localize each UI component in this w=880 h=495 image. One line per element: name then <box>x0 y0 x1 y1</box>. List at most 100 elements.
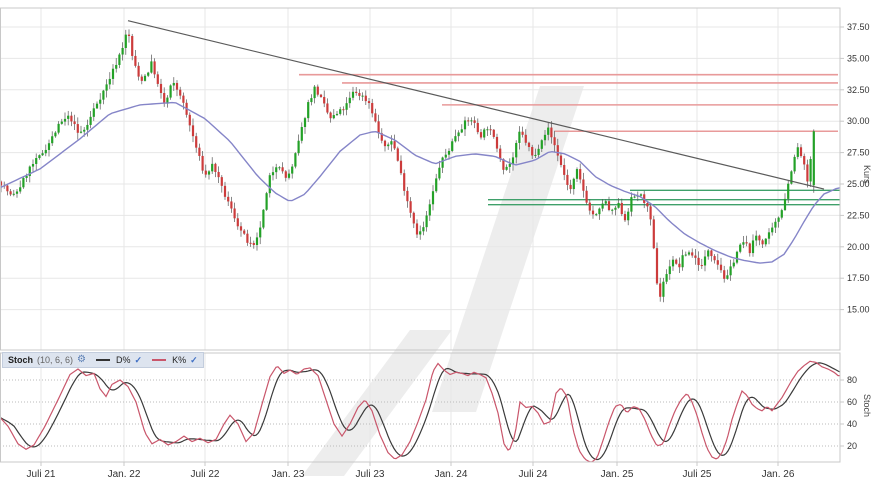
stock-chart[interactable]: 37.5035.0032.5030.0027.5025.0022.5020.00… <box>0 0 880 495</box>
candle-body <box>611 210 613 211</box>
d-series-label: D% <box>116 355 131 365</box>
candle-body <box>352 92 354 98</box>
candle-body <box>326 103 328 112</box>
candle-body <box>362 96 364 97</box>
candle-body <box>666 274 668 282</box>
candle-body <box>714 256 716 260</box>
candle-body <box>58 124 60 133</box>
candle-body <box>477 123 479 132</box>
candle-body <box>486 129 488 130</box>
candle-body <box>736 252 738 263</box>
stoch-k-line <box>0 361 840 462</box>
candle-body <box>675 260 677 264</box>
candle-body <box>128 35 130 36</box>
candle-body <box>560 156 562 165</box>
candle-body <box>634 197 636 198</box>
candle-body <box>54 133 56 137</box>
candle-body <box>618 203 620 208</box>
candle-body <box>627 212 629 221</box>
k-series-checkbox[interactable]: ✓ <box>190 355 198 366</box>
candle-body <box>509 164 511 167</box>
candle-body <box>154 61 156 74</box>
candle-body <box>659 283 661 296</box>
candle-body <box>685 255 687 256</box>
candle-body <box>448 151 450 155</box>
time-tick-label: Juli 24 <box>519 469 548 480</box>
candle-body <box>157 74 159 84</box>
candle-body <box>704 256 706 265</box>
candle-body <box>429 204 431 215</box>
candle-body <box>403 173 405 191</box>
candle-body <box>720 265 722 271</box>
candle-body <box>416 223 418 234</box>
candle-body <box>662 282 664 297</box>
settings-gear-icon[interactable]: ⚙ <box>77 355 86 365</box>
candle-body <box>48 143 50 150</box>
candle-body <box>67 116 69 119</box>
candle-body <box>602 204 604 209</box>
candle-body <box>80 132 82 133</box>
candle-body <box>778 218 780 222</box>
candle-body <box>518 132 520 143</box>
candle-body <box>438 168 440 179</box>
candle-body <box>115 65 117 69</box>
candle-body <box>378 121 380 133</box>
candle-body <box>528 143 530 147</box>
candle-body <box>765 239 767 245</box>
candle-body <box>422 227 424 231</box>
candle-body <box>77 124 79 133</box>
stoch-axis-title: Stoch <box>862 394 872 417</box>
candle-body <box>243 231 245 234</box>
candle-body <box>138 66 140 77</box>
price-axis-title: Kurs <box>862 165 872 184</box>
candle-body <box>202 156 204 171</box>
candle-body <box>16 191 18 193</box>
candle-body <box>374 113 376 121</box>
candle-body <box>99 100 101 104</box>
candle-body <box>288 174 290 178</box>
candle-body <box>589 203 591 211</box>
candle-body <box>640 194 642 195</box>
candle-body <box>147 73 149 76</box>
candle-body <box>646 203 648 206</box>
candle-body <box>262 210 264 228</box>
candle-body <box>541 140 543 149</box>
candle-body <box>323 97 325 103</box>
chart-window: 37.5035.0032.5030.0027.5025.0022.5020.00… <box>0 0 880 495</box>
candle-body <box>141 77 143 81</box>
candle-body <box>656 248 658 283</box>
candle-body <box>739 245 741 252</box>
candle-body <box>246 234 248 243</box>
candle-body <box>282 167 284 171</box>
stoch-legend-title: Stoch <box>8 355 33 365</box>
candle-body <box>134 56 136 66</box>
candle-body <box>144 76 146 81</box>
candle-body <box>800 147 802 156</box>
candle-body <box>499 149 501 159</box>
candle-body <box>118 55 120 65</box>
candle-body <box>330 113 332 119</box>
candle-body <box>534 155 536 156</box>
candle-body <box>752 240 754 253</box>
candle-body <box>179 90 181 96</box>
candle-body <box>464 120 466 129</box>
candle-body <box>176 83 178 90</box>
candle-body <box>298 141 300 153</box>
candle-body <box>278 167 280 168</box>
d-series-checkbox[interactable]: ✓ <box>135 355 143 366</box>
candle-body <box>813 131 815 185</box>
candle-body <box>269 175 271 193</box>
candle-body <box>336 114 338 115</box>
time-tick-label: Jan. 23 <box>272 469 305 480</box>
time-tick-label: Juli 22 <box>191 469 220 480</box>
candle-body <box>42 153 44 155</box>
candle-body <box>387 145 389 147</box>
candle-body <box>301 127 303 141</box>
candle-body <box>624 214 626 220</box>
candle-body <box>557 145 559 155</box>
candle-body <box>435 178 437 191</box>
price-tick-label: 35.00 <box>847 53 870 63</box>
candle-body <box>170 85 172 97</box>
candle-body <box>218 172 220 177</box>
candle-body <box>272 172 274 175</box>
